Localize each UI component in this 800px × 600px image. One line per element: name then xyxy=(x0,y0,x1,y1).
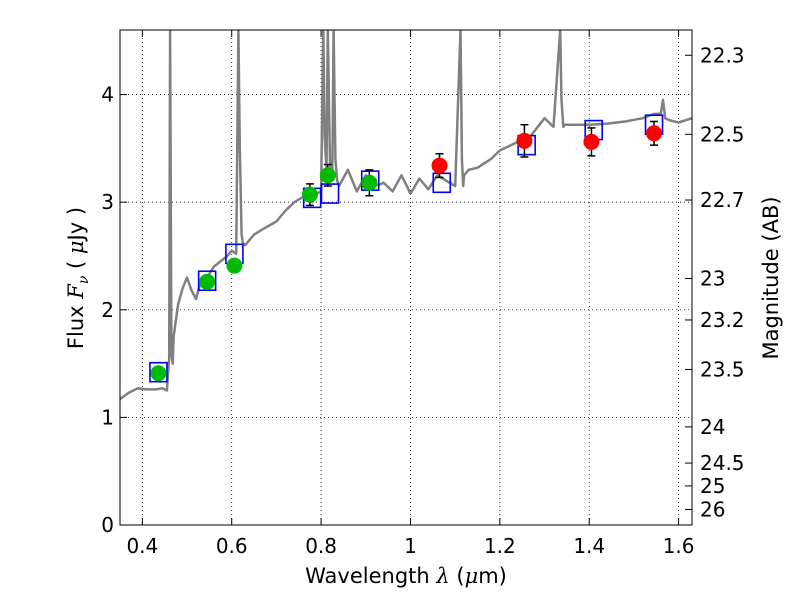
x-axis-label: Wavelength λ (μm) xyxy=(305,564,507,588)
observed-nir-points xyxy=(431,120,663,179)
optical-point xyxy=(150,365,167,382)
optical-point xyxy=(361,174,378,191)
observed-optical-points xyxy=(150,163,378,382)
y2-tick-label: 22.7 xyxy=(700,188,745,212)
x-tick-label: 0.8 xyxy=(305,534,337,558)
y2-tick-label: 23.5 xyxy=(700,357,745,381)
nir-point xyxy=(646,125,663,142)
y2-tick-label: 25 xyxy=(700,474,725,498)
y-tick-label: 1 xyxy=(101,405,114,429)
y2-tick-label: 23.2 xyxy=(700,308,745,332)
y-tick-label: 2 xyxy=(101,298,114,322)
y2-tick-label: 23 xyxy=(700,266,725,290)
x-tick-label: 1.4 xyxy=(573,534,605,558)
optical-point xyxy=(319,167,336,184)
x-tick-label: 1 xyxy=(404,534,417,558)
x-tick-label: 1.6 xyxy=(663,534,695,558)
y2-tick-label: 22.3 xyxy=(700,43,745,67)
model-spectrum-line xyxy=(120,30,692,401)
y2-tick-label: 22.5 xyxy=(700,122,745,146)
model-point-square xyxy=(432,172,452,194)
nir-point xyxy=(516,132,533,149)
plot-area xyxy=(120,30,692,401)
optical-point xyxy=(199,273,216,290)
y2-tick-label: 26 xyxy=(700,497,725,521)
x-axis: 0.4 0.6 0.8 1 1.2 1.4 1.6 xyxy=(126,30,695,558)
y2-axis-label: Magnitude (AB) xyxy=(759,196,783,359)
model-point-square xyxy=(197,270,217,292)
x-tick-label: 0.6 xyxy=(216,534,248,558)
y-axis: 0 1 2 3 4 xyxy=(101,83,127,537)
plot-frame xyxy=(119,29,693,526)
y-tick-label: 4 xyxy=(101,83,114,107)
y2-tick-label: 24 xyxy=(700,415,725,439)
x-tick-label: 0.4 xyxy=(126,534,158,558)
y2-tick-label: 24.5 xyxy=(700,451,745,475)
model-point-square xyxy=(320,183,340,204)
nir-point xyxy=(431,157,448,174)
optical-point xyxy=(226,257,243,274)
x-tick-label: 1.2 xyxy=(484,534,516,558)
nir-point xyxy=(583,133,600,150)
optical-point xyxy=(301,186,318,203)
y-axis-label: Flux Fν ( μJy ) xyxy=(64,207,92,349)
y-tick-label: 3 xyxy=(101,190,114,214)
y-tick-label: 0 xyxy=(101,513,114,537)
model-point-square xyxy=(149,361,168,383)
